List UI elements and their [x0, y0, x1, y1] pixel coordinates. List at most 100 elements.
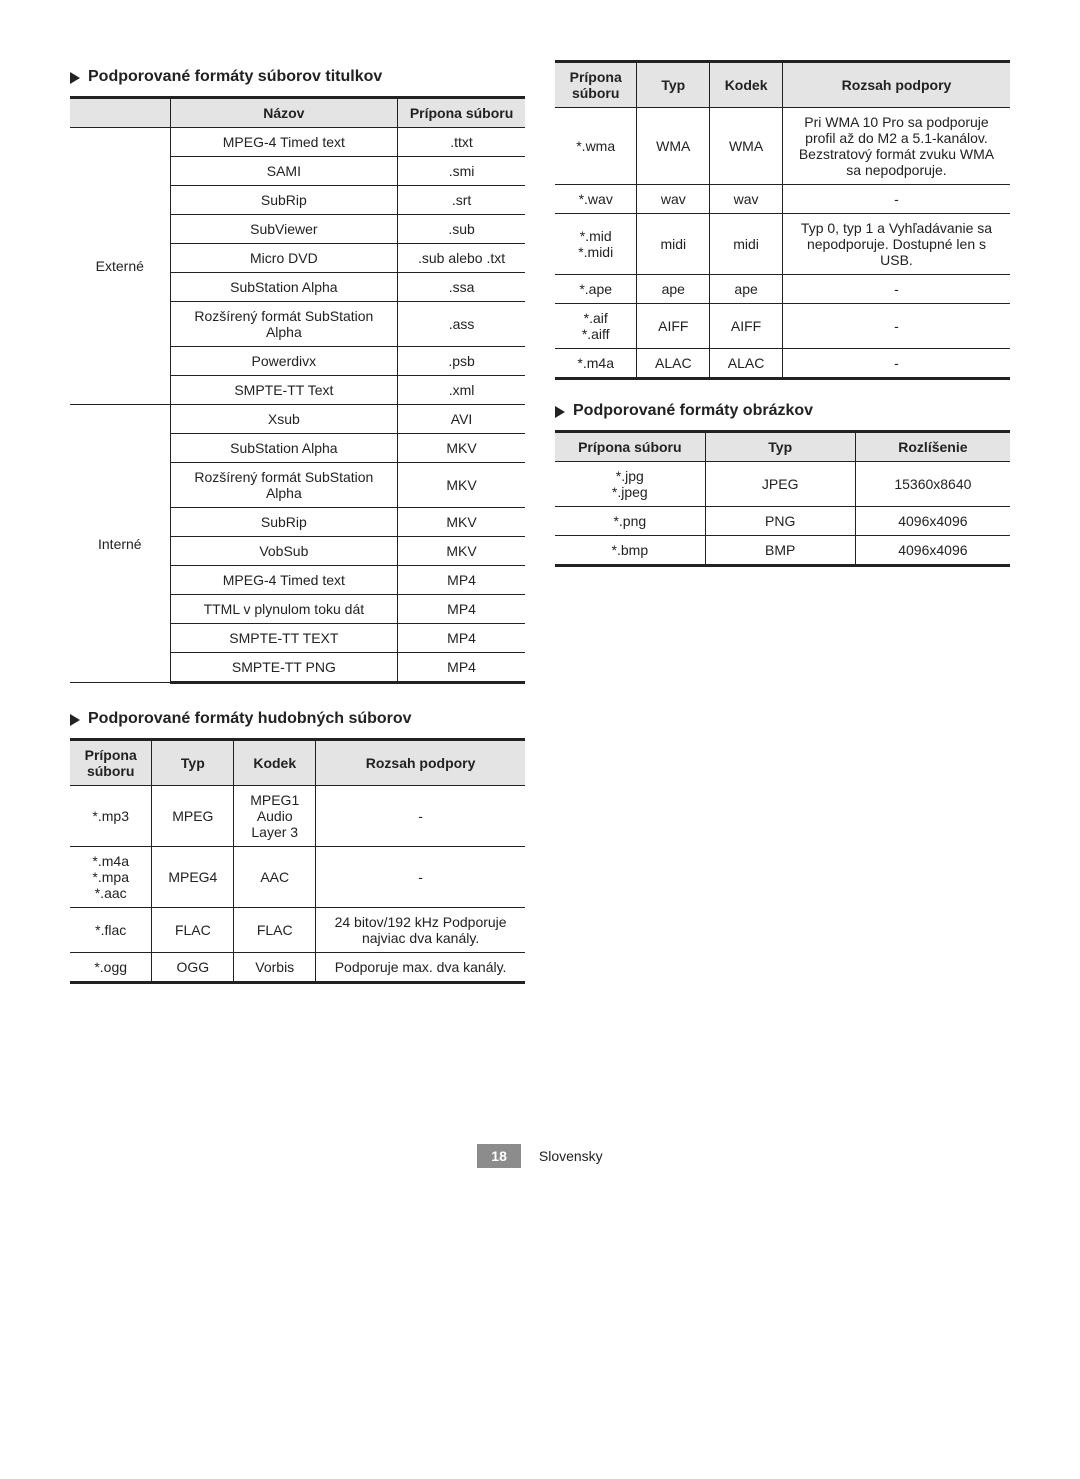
heading-subtitles: Podporované formáty súborov titulkov	[70, 68, 525, 86]
cell: OGG	[152, 953, 234, 983]
cell: SubStation Alpha	[170, 434, 398, 463]
cell: SubRip	[170, 508, 398, 537]
cell: AIFF	[710, 304, 783, 349]
table-images: Prípona súboru Typ Rozlíšenie *.jpg *.jp…	[555, 430, 1010, 567]
th-ext: Prípona súboru	[70, 740, 152, 786]
th-codec: Kodek	[234, 740, 316, 786]
cell: *.mid *.midi	[555, 214, 637, 275]
th-type: Typ	[637, 62, 710, 108]
cell: *.m4a *.mpa *.aac	[70, 847, 152, 908]
th-range: Rozsah podpory	[782, 62, 1010, 108]
footer: 18 Slovensky	[70, 1144, 1010, 1168]
cell: *.ogg	[70, 953, 152, 983]
heading-images-label: Podporované formáty obrázkov	[573, 402, 813, 420]
th-type: Typ	[152, 740, 234, 786]
cell: .ttxt	[398, 128, 525, 157]
table-music-right: Prípona súboru Typ Kodek Rozsah podpory …	[555, 60, 1010, 380]
page-language: Slovensky	[539, 1148, 603, 1164]
cell: MKV	[398, 537, 525, 566]
cell: *.wma	[555, 108, 637, 185]
cell: ape	[710, 275, 783, 304]
cell: *.aif *.aiff	[555, 304, 637, 349]
cell: MKV	[398, 463, 525, 508]
cell: Typ 0, typ 1 a Vyhľadávanie sa nepodporu…	[782, 214, 1010, 275]
cell: MPEG-4 Timed text	[170, 128, 398, 157]
cell: SAMI	[170, 157, 398, 186]
th-res: Rozlíšenie	[855, 432, 1010, 462]
th-type: Typ	[705, 432, 855, 462]
cell: midi	[637, 214, 710, 275]
cell: TTML v plynulom toku dát	[170, 595, 398, 624]
cell: 4096x4096	[855, 507, 1010, 536]
cell: ALAC	[637, 349, 710, 379]
th-ext: Prípona súboru	[555, 432, 705, 462]
cell: -	[782, 275, 1010, 304]
cell: AIFF	[637, 304, 710, 349]
cell: 24 bitov/192 kHz Podporuje najviac dva k…	[316, 908, 525, 953]
cell: Vorbis	[234, 953, 316, 983]
cell: .xml	[398, 376, 525, 405]
cell: MKV	[398, 508, 525, 537]
th-codec: Kodek	[710, 62, 783, 108]
cell: Xsub	[170, 405, 398, 434]
cell: Powerdivx	[170, 347, 398, 376]
cell: WMA	[710, 108, 783, 185]
cell: MP4	[398, 624, 525, 653]
cell: AVI	[398, 405, 525, 434]
cell: .smi	[398, 157, 525, 186]
cell: MKV	[398, 434, 525, 463]
cell: SMPTE-TT Text	[170, 376, 398, 405]
th-range: Rozsah podpory	[316, 740, 525, 786]
cell: -	[782, 185, 1010, 214]
triangle-icon	[555, 406, 565, 418]
cell: Rozšírený formát SubStation Alpha	[170, 463, 398, 508]
cell: SubViewer	[170, 215, 398, 244]
cell: *.flac	[70, 908, 152, 953]
th-ext: Prípona súboru	[555, 62, 637, 108]
cell: wav	[637, 185, 710, 214]
cell: MPEG-4 Timed text	[170, 566, 398, 595]
group-interne: Interné	[70, 405, 170, 683]
cell: -	[316, 847, 525, 908]
cell: AAC	[234, 847, 316, 908]
cell: MPEG	[152, 786, 234, 847]
cell: Rozšírený formát SubStation Alpha	[170, 302, 398, 347]
cell: SMPTE-TT PNG	[170, 653, 398, 683]
cell: .sub alebo .txt	[398, 244, 525, 273]
heading-music: Podporované formáty hudobných súborov	[70, 710, 525, 728]
th-ext: Prípona súboru	[398, 98, 525, 128]
cell: 4096x4096	[855, 536, 1010, 566]
cell: WMA	[637, 108, 710, 185]
triangle-icon	[70, 72, 80, 84]
heading-subtitles-label: Podporované formáty súborov titulkov	[88, 68, 382, 86]
cell: MP4	[398, 595, 525, 624]
cell: Podporuje max. dva kanály.	[316, 953, 525, 983]
cell: 15360x8640	[855, 462, 1010, 507]
cell: Pri WMA 10 Pro sa podporuje profil až do…	[782, 108, 1010, 185]
cell: VobSub	[170, 537, 398, 566]
page-number: 18	[477, 1144, 521, 1168]
cell: midi	[710, 214, 783, 275]
cell: -	[782, 304, 1010, 349]
cell: .srt	[398, 186, 525, 215]
cell: *.m4a	[555, 349, 637, 379]
cell: *.png	[555, 507, 705, 536]
heading-music-label: Podporované formáty hudobných súborov	[88, 710, 412, 728]
cell: *.mp3	[70, 786, 152, 847]
cell: FLAC	[152, 908, 234, 953]
cell: BMP	[705, 536, 855, 566]
cell: ape	[637, 275, 710, 304]
cell: MPEG4	[152, 847, 234, 908]
cell: .ssa	[398, 273, 525, 302]
cell: SMPTE-TT TEXT	[170, 624, 398, 653]
cell: MP4	[398, 653, 525, 683]
cell: wav	[710, 185, 783, 214]
cell: ALAC	[710, 349, 783, 379]
cell: *.ape	[555, 275, 637, 304]
cell: FLAC	[234, 908, 316, 953]
cell: *.bmp	[555, 536, 705, 566]
cell: SubStation Alpha	[170, 273, 398, 302]
cell: JPEG	[705, 462, 855, 507]
group-externe: Externé	[70, 128, 170, 405]
heading-images: Podporované formáty obrázkov	[555, 402, 1010, 420]
